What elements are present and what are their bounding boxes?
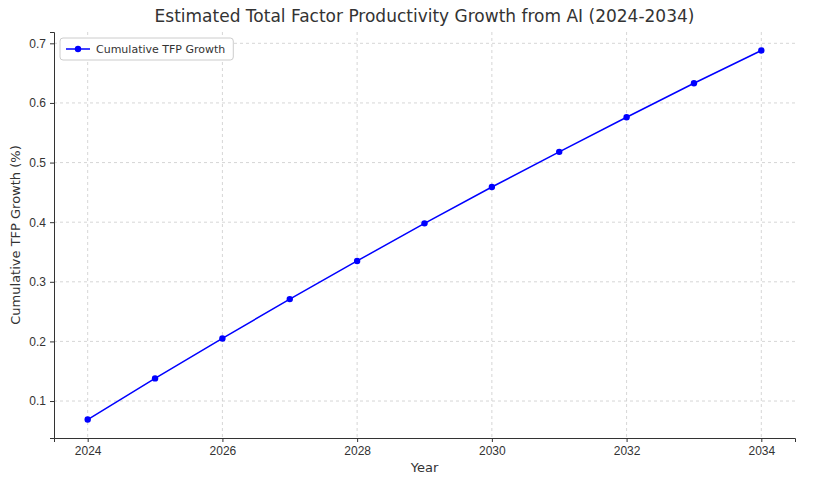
- y-tick-label: 0.5: [29, 156, 46, 170]
- y-tick-mark: [50, 43, 54, 44]
- y-tick-mark: [50, 222, 54, 223]
- x-tick: 2032: [614, 438, 641, 458]
- legend-box: [60, 38, 233, 60]
- grid-line-y: [54, 341, 795, 342]
- grid: [54, 32, 795, 438]
- y-tick-label: 0.6: [29, 96, 46, 110]
- data-point: [152, 375, 158, 381]
- y-tick-label: 0.3: [29, 275, 46, 289]
- y-tick: 0.1: [29, 394, 54, 408]
- data-point: [354, 258, 360, 264]
- y-tick-mark: [50, 163, 54, 164]
- data-point: [556, 149, 562, 155]
- x-tick-label: 2034: [748, 444, 775, 458]
- y-tick-mark: [50, 401, 54, 402]
- grid-line-x: [626, 32, 627, 438]
- x-tick-mark: [627, 438, 628, 442]
- y-tick: 0.7: [29, 37, 54, 51]
- data-point: [84, 416, 90, 422]
- x-tick-mark: [222, 438, 223, 442]
- grid-line-y: [54, 281, 795, 282]
- y-tick-mark: [50, 341, 54, 342]
- title: Estimated Total Factor Productivity Grow…: [155, 6, 695, 26]
- legend: Cumulative TFP Growth: [60, 38, 233, 60]
- x-tick-mark: [357, 438, 358, 442]
- x-tick: 2026: [210, 438, 237, 458]
- y-tick: 0.3: [29, 275, 54, 289]
- x-axis: 2024 2026 2028 2030 2032 2034: [55, 438, 796, 458]
- y-axis-line: [50, 33, 55, 439]
- y-axis: 0.1 0.2 0.3 0.4 0.5 0.6 0.7: [29, 33, 54, 439]
- data-point: [489, 184, 495, 190]
- grid-line-x: [222, 32, 223, 438]
- series-line: [88, 50, 762, 419]
- data-point: [219, 335, 225, 341]
- legend-label: Cumulative TFP Growth: [96, 43, 225, 56]
- data-group: [84, 47, 764, 422]
- x-tick-label: 2026: [210, 444, 237, 458]
- x-tick-label: 2032: [614, 444, 641, 458]
- y-axis-title: Cumulative TFP Growth (%): [8, 145, 23, 324]
- grid-line-x: [87, 32, 88, 438]
- grid-line-y: [54, 401, 795, 402]
- x-tick: 2024: [75, 438, 102, 458]
- y-tick: 0.6: [29, 96, 54, 110]
- y-tick-mark: [50, 103, 54, 104]
- grid-line-y: [54, 162, 795, 163]
- x-axis-title: Year: [410, 460, 439, 475]
- x-tick: 2034: [748, 438, 775, 458]
- data-point: [421, 220, 427, 226]
- y-tick-label: 0.2: [29, 335, 46, 349]
- grid-line-x: [357, 32, 358, 438]
- y-tick-label: 0.7: [29, 37, 46, 51]
- x-tick-mark: [761, 438, 762, 442]
- x-tick: 2028: [344, 438, 371, 458]
- data-point: [691, 80, 697, 86]
- x-tick-label: 2028: [344, 444, 371, 458]
- y-tick: 0.2: [29, 335, 54, 349]
- y-tick-label: 0.4: [29, 216, 46, 230]
- y-tick: 0.5: [29, 156, 54, 170]
- y-tick-mark: [50, 282, 54, 283]
- grid-line-x: [491, 32, 492, 438]
- x-tick-mark: [88, 438, 89, 442]
- x-tick-label: 2030: [479, 444, 506, 458]
- grid-line-x: [761, 32, 762, 438]
- data-point: [287, 296, 293, 302]
- y-tick-label: 0.1: [29, 394, 46, 408]
- plot-area: 2024202620282030203220340.10.20.30.40.50…: [29, 32, 795, 458]
- data-point: [623, 114, 629, 120]
- y-tick: 0.4: [29, 216, 54, 230]
- chart: 2024202620282030203220340.10.20.30.40.50…: [0, 0, 819, 488]
- data-point: [758, 47, 764, 53]
- x-axis-line: [55, 439, 796, 443]
- x-tick-label: 2024: [75, 444, 102, 458]
- legend-marker: [75, 46, 81, 52]
- grid-line-y: [54, 102, 795, 103]
- x-tick: 2030: [479, 438, 506, 458]
- x-tick-mark: [492, 438, 493, 442]
